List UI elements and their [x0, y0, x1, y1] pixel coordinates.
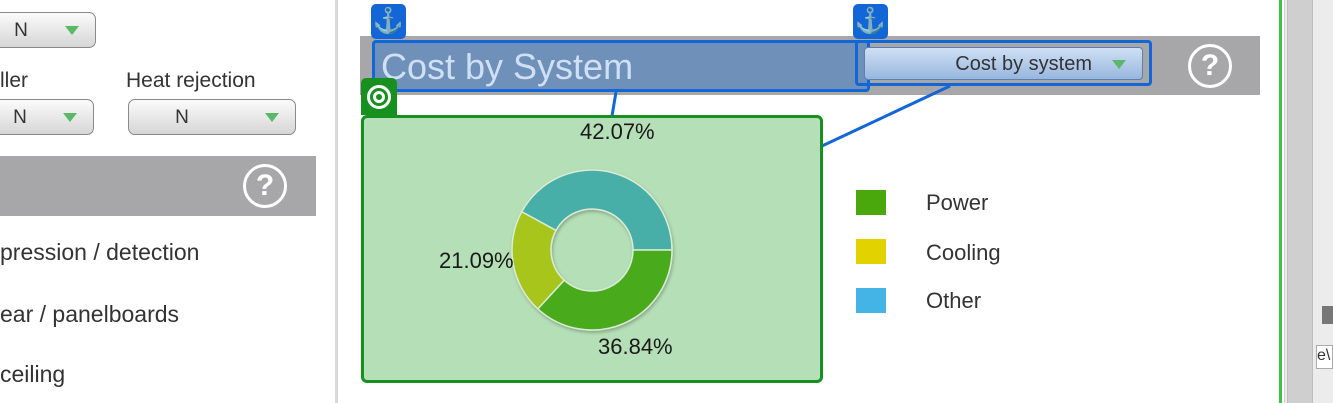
- chart-container[interactable]: [361, 115, 823, 383]
- chevron-down-icon: [265, 113, 279, 122]
- legend-swatch-cooling: [856, 239, 886, 264]
- help-icon[interactable]: ?: [243, 164, 287, 208]
- target-dot: [373, 91, 385, 103]
- legend-label-other: Other: [926, 288, 982, 313]
- title-box[interactable]: Cost by System: [372, 40, 870, 92]
- scroll-marker: [1322, 306, 1333, 324]
- section-header-bar: ?: [0, 156, 316, 216]
- anchor-icon[interactable]: ⚓: [853, 4, 888, 39]
- left-panel: N ller N Heat rejection N ? pression / d…: [0, 0, 338, 403]
- chiller-label: ller: [0, 69, 29, 92]
- legend-label-cooling: Cooling: [926, 240, 1001, 265]
- target-icon[interactable]: [361, 78, 397, 115]
- slice-label-cooling: 21.09%: [439, 248, 514, 273]
- top-dropdown-value: N: [14, 20, 28, 41]
- help-icon[interactable]: ?: [1188, 44, 1232, 88]
- chiller-dropdown[interactable]: N: [0, 99, 94, 135]
- list-item[interactable]: pression / detection: [0, 239, 200, 265]
- chiller-dropdown-value: N: [13, 107, 27, 128]
- donut-slice-power[interactable]: [536, 249, 673, 331]
- scrollbar[interactable]: [1287, 0, 1313, 403]
- target-ring: [367, 85, 391, 109]
- anchor-icon[interactable]: ⚓: [371, 4, 406, 39]
- chevron-down-icon: [65, 26, 79, 35]
- chevron-down-icon: [1112, 60, 1126, 69]
- legend-swatch-other: [856, 288, 886, 313]
- slice-label-other: 42.07%: [580, 119, 655, 144]
- heat-rejection-dropdown-value: N: [175, 107, 189, 128]
- legend-swatch-power: [856, 190, 886, 215]
- chart-type-select[interactable]: Cost by system: [864, 47, 1143, 80]
- panel-border: [1279, 0, 1282, 403]
- donut-slice-cooling[interactable]: [511, 210, 566, 310]
- legend-label-power: Power: [926, 190, 989, 215]
- donut-slice-other[interactable]: [520, 169, 673, 251]
- heat-rejection-dropdown[interactable]: N: [128, 99, 296, 135]
- list-item[interactable]: ear / panelboards: [0, 301, 180, 327]
- scroll-box: e\: [1316, 345, 1333, 369]
- top-dropdown[interactable]: N: [0, 12, 96, 48]
- heat-rejection-label: Heat rejection: [126, 69, 256, 92]
- chart-type-select-value: Cost by system: [955, 53, 1092, 75]
- selector-frame: Cost by system: [855, 40, 1152, 86]
- slice-label-power: 36.84%: [598, 334, 673, 359]
- list-item[interactable]: ceiling: [0, 361, 66, 387]
- page-title: Cost by System: [381, 46, 634, 87]
- chevron-down-icon: [63, 113, 77, 122]
